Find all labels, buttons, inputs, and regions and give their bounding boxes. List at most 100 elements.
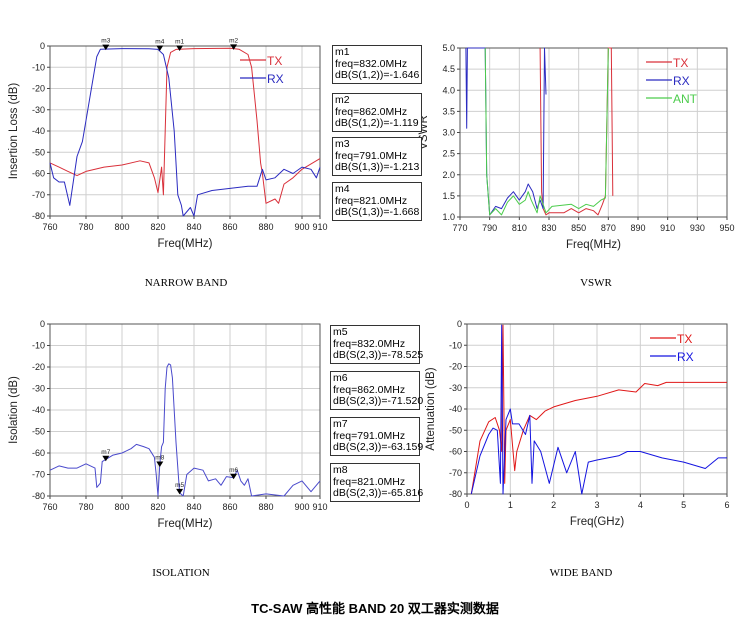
legend-label-tx: TX (267, 54, 282, 68)
chart-wide: 0 1 2 3 4 5 6 0 -10 -20 -30 -40 -50 -60 -70 -80 Freq(GHz… (425, 319, 730, 528)
chart-narrow: 760 780 800 820 840 860 880 900 910 0 -10 -20 -30 -40… (8, 37, 328, 250)
x-tick-label: 780 (78, 222, 93, 232)
marker-tag-m2: m2 (229, 37, 238, 44)
y-tick-label: -50 (32, 147, 45, 157)
plot-frame (466, 323, 728, 495)
y-tick-label: -10 (449, 340, 462, 350)
y-tick-label: 3.5 (442, 106, 455, 116)
marker-tag-m5: m5 (175, 482, 184, 489)
marker-value: dB(S(1,2))=-1.646 (335, 69, 420, 81)
marker-freq-value: 862.0MHz (359, 105, 408, 118)
marker-value: dB(S(2,3))=-78.525 (333, 349, 424, 361)
y-tick-label: 4.5 (442, 64, 455, 74)
marker-label: m2 (335, 94, 350, 106)
x-tick-label: 0 (464, 500, 469, 510)
marker-box-m1: m1 freq=832.0MHz dB(S(1,2))=-1.646 (332, 45, 422, 84)
marker-label: m1 (335, 46, 350, 58)
y-tick-label: -40 (32, 405, 45, 415)
x-tick-label: 900 (294, 502, 309, 512)
x-tick-label: 830 (541, 223, 556, 233)
marker-freq-value: 832.0MHz (359, 57, 408, 70)
x-tick-label: 910 (312, 222, 327, 232)
marker-freq-value: 821.0MHz (359, 194, 408, 207)
y-axis-label: Isolation (dB) (8, 376, 20, 444)
y-tick-label: -80 (449, 489, 462, 499)
marker-box-m6: m6 freq=862.0MHz dB(S(2,3))=-71.520 (330, 371, 424, 410)
legend-label-rx: RX (673, 74, 690, 88)
y-tick-label: -60 (32, 448, 45, 458)
y-tick-label: 0 (40, 319, 45, 329)
x-tick-label: 840 (186, 222, 201, 232)
marker-triangle-m4 (156, 45, 164, 52)
marker-box-m4: m4 freq=821.0MHz dB(S(1,3))=-1.668 (332, 182, 422, 221)
y-tick-label: -70 (449, 468, 462, 478)
chart-vswr: 770 790 810 830 850 870 890 910 930 950 5.0 4.5 4.0 3… (418, 43, 735, 251)
marker-label: m7 (333, 418, 348, 430)
marker-freq: freq=862.0MHz (333, 383, 406, 396)
y-tick-label: 1.0 (442, 212, 455, 222)
legend-label-ant: ANT (673, 92, 698, 106)
y-tick-label: -50 (32, 427, 45, 437)
y-tick-label: -30 (449, 383, 462, 393)
marker-triangle-m7 (102, 455, 110, 462)
marker-freq: freq=791.0MHz (335, 149, 408, 162)
legend-label-tx: TX (677, 332, 692, 346)
x-tick-label: 800 (114, 222, 129, 232)
x-tick-label: 840 (186, 502, 201, 512)
marker-triangle-m1 (176, 45, 184, 51)
caption-isolation: ISOLATION (152, 567, 210, 579)
y-tick-label: -70 (32, 190, 45, 200)
x-tick-label: 880 (258, 502, 273, 512)
x-tick-label: 820 (150, 502, 165, 512)
x-tick-label: 780 (78, 502, 93, 512)
marker-value: dB(S(1,3))=-1.668 (335, 206, 420, 218)
marker-box-m8: m8 freq=821.0MHz dB(S(2,3))=-65.816 (330, 463, 423, 502)
y-axis-label: Insertion Loss (dB) (8, 83, 20, 180)
figure-title: TC-SAW 高性能 BAND 20 双工器实测数据 (251, 601, 499, 616)
marker-label: m6 (333, 372, 348, 384)
caption-vswr: VSWR (580, 277, 612, 289)
x-tick-label: 5 (681, 500, 686, 510)
x-tick-label: 6 (724, 500, 729, 510)
x-tick-label: 760 (42, 502, 57, 512)
x-axis-label: Freq(MHz) (158, 518, 213, 530)
legend-label-rx: RX (267, 72, 284, 86)
marker-value: dB(S(1,2))=-1.119 (335, 117, 419, 129)
marker-tag-m4: m4 (155, 39, 164, 46)
marker-tag-m7: m7 (101, 449, 110, 456)
y-axis-label: Attenuation (dB) (425, 367, 437, 450)
series-line-ant (484, 47, 609, 216)
x-axis-label: Freq(MHz) (158, 238, 213, 250)
marker-triangle-m3 (102, 44, 110, 51)
y-tick-label: -40 (449, 404, 462, 414)
y-tick-label: -10 (32, 62, 45, 72)
marker-value: dB(S(2,3))=-63.159 (333, 441, 424, 453)
marker-freq: freq=791.0MHz (333, 429, 406, 442)
marker-freq: freq=832.0MHz (333, 337, 406, 350)
x-tick-label: 910 (312, 502, 327, 512)
y-tick-label: -30 (32, 384, 45, 394)
y-tick-label: -80 (32, 491, 45, 501)
x-tick-label: 770 (452, 223, 467, 233)
x-tick-label: 820 (150, 222, 165, 232)
marker-value: dB(S(2,3))=-71.520 (333, 395, 424, 407)
x-tick-label: 1 (508, 500, 513, 510)
legend-label-rx: RX (677, 350, 694, 364)
marker-box-m5: m5 freq=832.0MHz dB(S(2,3))=-78.525 (330, 325, 424, 364)
x-tick-label: 930 (690, 223, 705, 233)
x-tick-label: 2 (551, 500, 556, 510)
y-tick-label: 2.5 (442, 149, 455, 159)
marker-triangle-m6 (230, 473, 238, 480)
y-tick-label: -80 (32, 211, 45, 221)
y-tick-label: 0 (457, 319, 462, 329)
x-tick-label: 900 (294, 222, 309, 232)
x-tick-label: 810 (512, 223, 527, 233)
marker-label: m5 (333, 326, 348, 338)
plot-frame (49, 323, 321, 497)
marker-box-m2: m2 freq=862.0MHz dB(S(1,2))=-1.119 (332, 93, 422, 132)
x-tick-label: 760 (42, 222, 57, 232)
y-tick-label: 4.0 (442, 85, 455, 95)
marker-freq-value: 862.0MHz (357, 383, 406, 396)
marker-box-m3: m3 freq=791.0MHz dB(S(1,3))=-1.213 (332, 137, 422, 176)
y-tick-label: -20 (449, 362, 462, 372)
